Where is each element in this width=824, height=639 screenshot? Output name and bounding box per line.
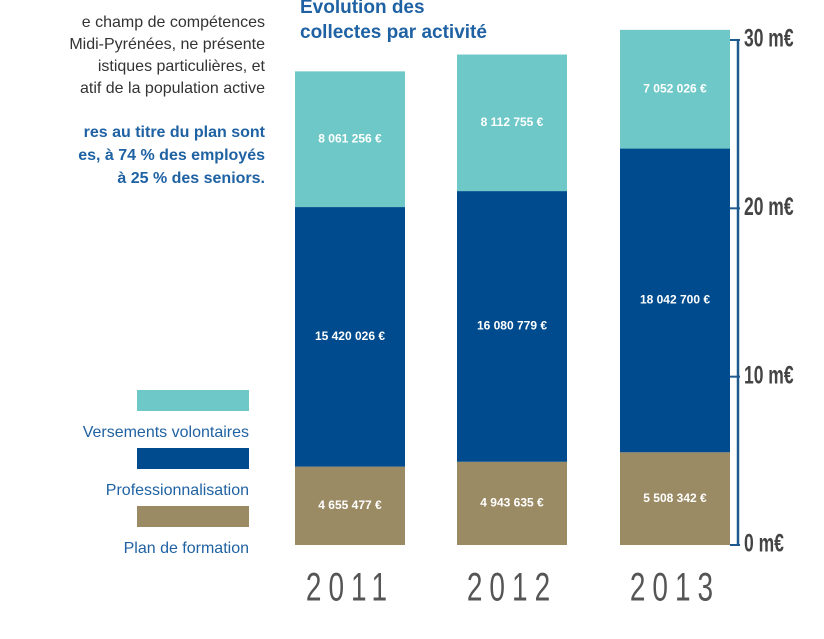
chart-title: Évolution des bbox=[300, 0, 425, 18]
bar-segment bbox=[295, 207, 405, 467]
legend-swatch bbox=[137, 448, 249, 469]
body-text-bold: es, à 74 % des employés bbox=[78, 147, 265, 164]
bar-segment bbox=[620, 452, 730, 545]
y-tick-label: 20 m€ bbox=[744, 192, 794, 221]
legend-label: Plan de formation bbox=[124, 540, 249, 557]
value-label: 8 112 755 € bbox=[481, 115, 544, 129]
legend-swatch bbox=[137, 506, 249, 527]
value-label: 16 080 779 € bbox=[477, 319, 547, 333]
body-text-bold: à 25 % des seniors. bbox=[117, 170, 265, 187]
value-label: 18 042 700 € bbox=[640, 293, 710, 307]
legend-label: Versements volontaires bbox=[83, 424, 249, 441]
legend-label: Professionnalisation bbox=[106, 482, 249, 499]
legend-swatch bbox=[137, 390, 249, 411]
chart-title: collectes par activité bbox=[300, 22, 487, 43]
bar-segment bbox=[457, 54, 567, 192]
value-label: 15 420 026 € bbox=[315, 329, 385, 343]
body-text: atif de la population active bbox=[80, 80, 265, 97]
value-label: 8 061 256 € bbox=[318, 131, 382, 145]
y-tick-label: 0 m€ bbox=[744, 528, 784, 557]
body-text: istiques particulières, et bbox=[98, 58, 266, 75]
value-label: 4 943 635 € bbox=[480, 496, 544, 510]
bar-segment bbox=[295, 71, 405, 208]
y-tick-label: 10 m€ bbox=[744, 360, 794, 389]
x-tick-label: 2013 bbox=[630, 566, 720, 610]
body-text: Midi-Pyrénées, ne présente bbox=[69, 36, 265, 53]
x-tick-label: 2012 bbox=[467, 566, 557, 610]
bar-segment bbox=[620, 29, 730, 149]
body-text-bold: res au titre du plan sont bbox=[84, 124, 266, 141]
value-label: 4 655 477 € bbox=[318, 498, 382, 512]
value-label: 7 052 026 € bbox=[643, 81, 707, 95]
body-text: e champ de compétences bbox=[82, 14, 265, 31]
bar-segment bbox=[620, 148, 730, 453]
y-tick-label: 30 m€ bbox=[744, 23, 794, 52]
bar-segment bbox=[295, 466, 405, 545]
bar-segment bbox=[457, 191, 567, 462]
value-label: 5 508 342 € bbox=[643, 491, 707, 505]
x-tick-label: 2011 bbox=[306, 566, 394, 610]
bar-segment bbox=[457, 461, 567, 545]
